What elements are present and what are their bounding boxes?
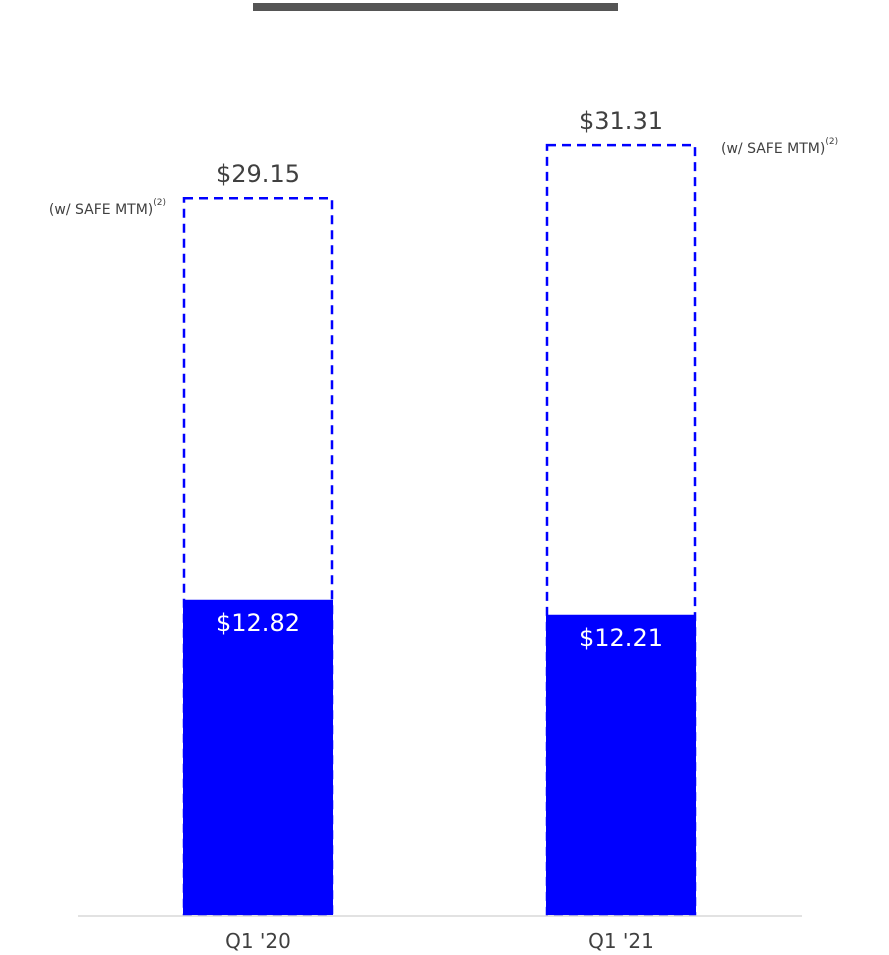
x-tick-label: Q1 '21: [588, 929, 654, 953]
bar-total-label: $29.15: [216, 160, 300, 188]
safe-mtm-annotation: (w/ SAFE MTM)(2): [721, 137, 838, 157]
bar-value: [183, 599, 333, 915]
header-rule: [253, 3, 618, 11]
bar-total-label: $31.31: [579, 107, 663, 135]
bar-value-label: $12.82: [216, 609, 300, 637]
plot-area: $12.82 $29.15 (w/ SAFE MTM)(2) Q1 '20 $12.21…: [49, 107, 838, 953]
footnote-marker: (2): [825, 137, 838, 147]
footnote-marker: (2): [153, 198, 166, 208]
safe-mtm-annotation: (w/ SAFE MTM)(2): [49, 198, 166, 218]
bar-value: [546, 614, 696, 915]
bar-value-label: $12.21: [579, 624, 663, 652]
x-tick-label: Q1 '20: [225, 929, 291, 953]
